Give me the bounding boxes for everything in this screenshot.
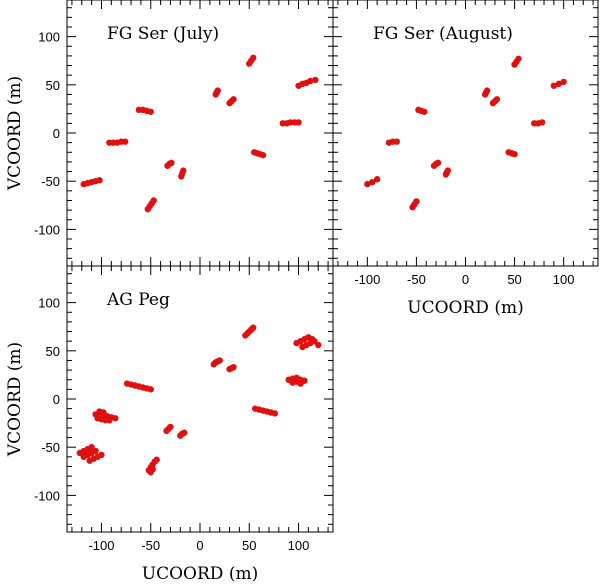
data-point bbox=[167, 423, 174, 431]
data-point bbox=[147, 108, 154, 115]
data-point bbox=[216, 357, 223, 364]
x-tick-label: -100 bbox=[88, 538, 114, 553]
data-point bbox=[88, 443, 95, 451]
y-tick-label: 0 bbox=[53, 392, 60, 407]
x-tick-label: 50 bbox=[242, 538, 256, 553]
data-point bbox=[369, 178, 376, 186]
y-tick-label: 100 bbox=[38, 30, 60, 45]
data-point bbox=[483, 87, 491, 94]
data-point bbox=[181, 429, 188, 436]
data-point bbox=[153, 456, 160, 463]
y-tick-label: 100 bbox=[38, 296, 60, 311]
x-tick-label: 100 bbox=[288, 538, 310, 553]
data-point bbox=[315, 341, 322, 349]
panel-ag-peg: -100 -50 0 50 100 -100 -50 0 50 100 UCOORD (m) VCOO… bbox=[5, 265, 334, 584]
x-tick-label: -50 bbox=[141, 538, 160, 553]
data-point bbox=[307, 77, 314, 85]
data-point bbox=[230, 363, 237, 371]
panel-title: FG Ser (August) bbox=[373, 24, 513, 44]
data-point bbox=[100, 409, 107, 416]
data-point bbox=[295, 119, 302, 126]
data-point bbox=[311, 337, 318, 345]
y-tick-label: 0 bbox=[53, 126, 60, 141]
x-tick-label: 0 bbox=[196, 538, 203, 553]
x-tick-label: 50 bbox=[507, 272, 521, 287]
x-tick-label: -50 bbox=[407, 272, 426, 287]
x-tick-label: 0 bbox=[462, 272, 469, 287]
data-point bbox=[550, 82, 558, 89]
data-point bbox=[214, 87, 221, 94]
data-point bbox=[250, 54, 257, 62]
x-axis-title: UCOORD (m) bbox=[142, 564, 258, 584]
x-tick-label: 100 bbox=[553, 272, 575, 287]
data-point bbox=[271, 410, 279, 417]
panel-fg-ser-august: -100 -50 0 50 100 UCOORD (m) FG Ser (August) bbox=[332, 0, 599, 318]
data-point bbox=[259, 151, 267, 159]
data-point bbox=[413, 198, 420, 205]
data-point bbox=[92, 447, 99, 455]
data-point bbox=[150, 197, 157, 204]
data-point bbox=[168, 159, 175, 167]
data-point bbox=[434, 159, 442, 167]
data-point bbox=[421, 108, 428, 115]
panel-fg-ser-july: -100 -50 0 50 100 VCOORD (m) FG Ser (July) bbox=[5, 0, 334, 267]
data-point bbox=[515, 55, 522, 62]
data-point bbox=[444, 167, 452, 174]
x-tick-label: -100 bbox=[354, 272, 380, 287]
data-point bbox=[106, 417, 113, 424]
y-tick-label: -50 bbox=[41, 440, 60, 455]
data-point bbox=[560, 78, 567, 86]
data-point bbox=[250, 324, 257, 331]
data-point bbox=[555, 80, 562, 88]
y-tick-label: 50 bbox=[46, 78, 60, 93]
data-point bbox=[364, 180, 371, 188]
data-point bbox=[373, 176, 381, 183]
data-point bbox=[297, 380, 304, 387]
data-point bbox=[121, 138, 129, 145]
data-point bbox=[149, 466, 156, 473]
data-point bbox=[493, 96, 501, 103]
data-point bbox=[511, 151, 518, 158]
y-tick-label: -100 bbox=[34, 222, 60, 237]
panel-title: FG Ser (July) bbox=[107, 24, 219, 44]
x-axis-title: UCOORD (m) bbox=[407, 298, 523, 318]
data-point bbox=[312, 76, 319, 84]
data-point bbox=[98, 451, 105, 459]
panel-title: AG Peg bbox=[106, 290, 170, 310]
data-point bbox=[180, 167, 187, 174]
data-point bbox=[147, 386, 154, 393]
y-axis-title: VCOORD (m) bbox=[5, 76, 25, 191]
y-axis-title: VCOORD (m) bbox=[5, 342, 25, 457]
data-point bbox=[393, 138, 400, 145]
data-point bbox=[230, 96, 237, 103]
y-tick-label: 50 bbox=[46, 344, 60, 359]
data-point bbox=[538, 119, 546, 126]
data-point bbox=[112, 415, 119, 422]
data-point bbox=[96, 177, 103, 184]
y-tick-label: -100 bbox=[34, 488, 60, 503]
y-tick-label: -50 bbox=[41, 174, 60, 189]
